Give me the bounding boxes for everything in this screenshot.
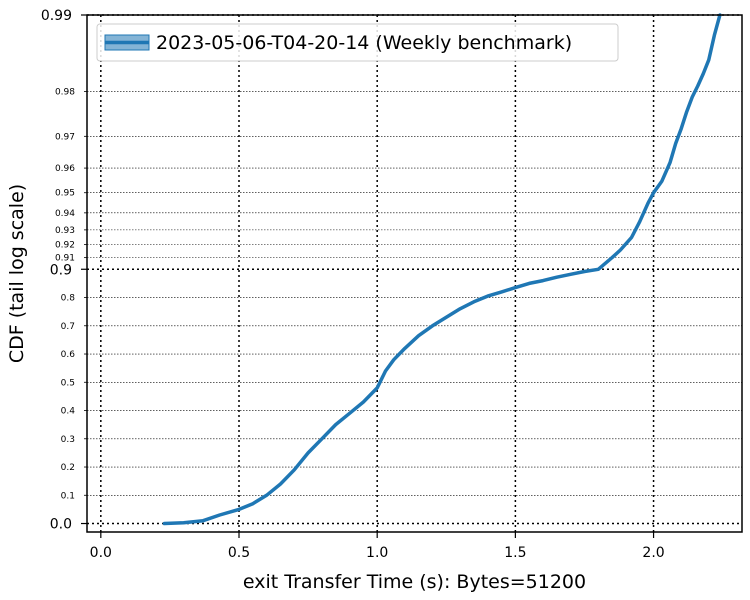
y-minor-tick-label: 0.8 <box>61 294 76 304</box>
y-minor-tick-label: 0.95 <box>55 189 75 199</box>
y-minor-tick-label: 0.92 <box>55 241 75 251</box>
plot-frame <box>86 14 743 533</box>
y-minor-tick-label: 0.6 <box>61 350 76 360</box>
x-axis-label: exit Transfer Time (s): Bytes=51200 <box>243 571 586 593</box>
x-tick-label: 1.0 <box>366 545 388 561</box>
y-major-tick-label: 0.0 <box>50 517 72 533</box>
y-axis-label: CDF (tail log scale) <box>6 184 28 363</box>
legend: 2023-05-06-T04-20-14 (Weekly benchmark) <box>96 23 619 62</box>
y-minor-tick-label: 0.3 <box>61 435 75 445</box>
y-minor-tick-label: 0.93 <box>55 226 75 236</box>
y-major-tick-label: 0.9 <box>50 262 72 278</box>
x-tick-label: 1.5 <box>504 545 526 561</box>
y-minor-tick-label: 0.91 <box>55 254 75 264</box>
x-tick-label: 0.5 <box>228 545 250 561</box>
y-minor-tick-label: 0.4 <box>61 407 76 417</box>
x-tick-label: 0.0 <box>90 545 112 561</box>
y-minor-tick-label: 0.96 <box>55 164 75 174</box>
y-minor-tick-label: 0.94 <box>55 209 75 219</box>
y-minor-tick-label: 0.1 <box>61 491 75 501</box>
y-major-tick-label: 0.99 <box>41 8 72 24</box>
grid <box>87 14 742 532</box>
series-layer <box>162 13 722 526</box>
y-minor-tick-label: 0.7 <box>61 322 75 332</box>
legend-label: 2023-05-06-T04-20-14 (Weekly benchmark) <box>156 32 572 54</box>
legend-box <box>96 23 619 62</box>
y-minor-tick-label: 0.97 <box>55 132 75 142</box>
x-tick-label: 2.0 <box>642 545 664 561</box>
y-minor-tick-label: 0.2 <box>61 463 75 473</box>
y-minor-tick-label: 0.98 <box>55 88 75 98</box>
ticks: 0.1 0.2 0.3 0.4 0.5 0.6 0.7 0.8 0.91 0.92 0.93 0.94… <box>41 8 665 561</box>
series-line <box>162 13 722 526</box>
y-minor-tick-label: 0.5 <box>61 378 75 388</box>
